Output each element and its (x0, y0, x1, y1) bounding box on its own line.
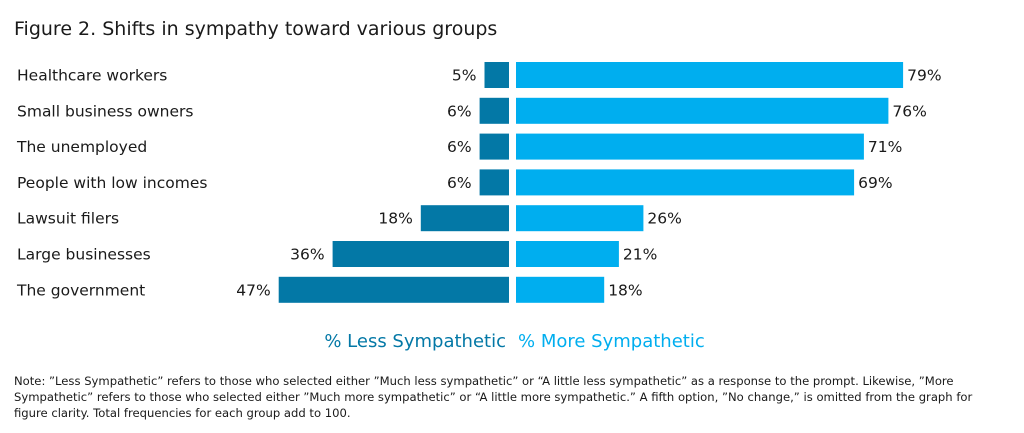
bar-more-sympathetic (516, 241, 619, 267)
chart-title: Figure 2. Shifts in sympathy toward vari… (14, 18, 498, 40)
category-label: Small business owners (17, 102, 193, 120)
legend-less-sympathetic: % Less Sympathetic (324, 331, 506, 352)
data-label-more: 76% (892, 102, 926, 120)
data-label-more: 21% (623, 246, 657, 264)
data-label-more: 69% (858, 174, 892, 192)
data-label-more: 26% (647, 210, 681, 228)
diverging-bar-chart: Healthcare workers 5% 79% Small business ow… (16, 62, 942, 352)
legend-more-sympathetic: % More Sympathetic (518, 331, 705, 352)
data-label-less: 18% (378, 210, 412, 228)
category-label: Lawsuit filers (17, 210, 119, 228)
bar-less-sympathetic (332, 241, 509, 267)
bar-more-sympathetic (516, 62, 904, 88)
bar-less-sympathetic (479, 169, 509, 196)
category-label: People with low incomes (17, 174, 207, 192)
category-label: Large businesses (17, 246, 151, 264)
data-label-less: 5% (452, 67, 477, 85)
bar-less-sympathetic (479, 133, 509, 160)
bar-more-sympathetic (516, 169, 855, 196)
data-label-less: 47% (236, 281, 270, 299)
chart-note: Note: ”Less Sympathetic” refers to those… (14, 374, 973, 420)
bar-less-sympathetic (484, 62, 509, 88)
category-label: The government (16, 281, 145, 299)
data-label-less: 6% (447, 174, 472, 192)
bar-more-sympathetic (516, 133, 864, 160)
bar-more-sympathetic (516, 97, 889, 124)
bar-more-sympathetic (516, 276, 605, 303)
data-label-less: 6% (447, 138, 472, 156)
category-label: The unemployed (16, 138, 147, 156)
bar-more-sympathetic (516, 205, 644, 232)
data-label-less: 36% (290, 246, 324, 264)
data-label-more: 79% (907, 67, 941, 85)
bar-less-sympathetic (420, 205, 509, 232)
bar-less-sympathetic (479, 97, 509, 124)
data-label-more: 71% (868, 138, 902, 156)
data-label-less: 6% (447, 102, 472, 120)
bar-less-sympathetic (278, 276, 509, 303)
data-label-more: 18% (608, 281, 642, 299)
category-label: Healthcare workers (17, 67, 167, 85)
